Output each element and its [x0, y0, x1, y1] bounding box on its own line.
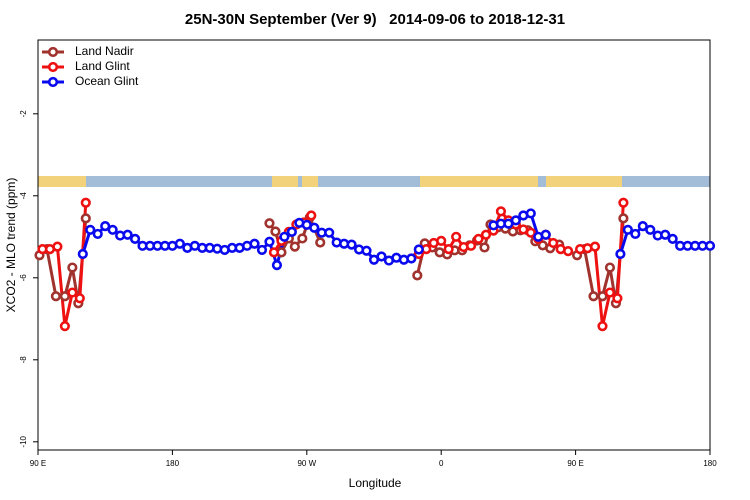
- point: [77, 248, 88, 260]
- point: [540, 229, 551, 240]
- point: [525, 208, 536, 219]
- point: [268, 247, 280, 258]
- x-tick-label: 90 E: [30, 459, 46, 468]
- x-tick-label: 90 W: [297, 459, 316, 468]
- x-tick-label: 0: [439, 459, 444, 468]
- point: [589, 241, 601, 252]
- point: [451, 231, 462, 242]
- point: [129, 233, 141, 244]
- point: [264, 236, 275, 247]
- point: [346, 239, 357, 250]
- point: [510, 215, 521, 226]
- point: [67, 287, 78, 298]
- y-tick-label: -6: [19, 274, 28, 282]
- point: [122, 229, 133, 240]
- x-axis-label: Longitude: [349, 476, 402, 490]
- point: [704, 240, 716, 251]
- point: [588, 291, 599, 302]
- point: [279, 231, 290, 242]
- point: [286, 226, 297, 237]
- point: [618, 197, 629, 208]
- y-tick-label: -2: [19, 110, 28, 118]
- map-strip: [38, 176, 710, 187]
- point: [376, 251, 387, 262]
- y-tick-label: -8: [19, 356, 28, 364]
- legend-marker: [47, 61, 59, 73]
- point: [525, 227, 536, 238]
- point: [271, 259, 283, 271]
- point: [92, 228, 103, 240]
- point: [630, 228, 641, 240]
- legend-marker: [47, 46, 59, 58]
- point: [563, 246, 574, 257]
- point: [249, 238, 260, 249]
- point: [289, 241, 300, 252]
- point: [615, 248, 626, 260]
- point: [270, 226, 281, 237]
- point: [480, 229, 492, 240]
- point: [107, 224, 118, 235]
- point: [612, 293, 623, 304]
- point: [406, 253, 417, 264]
- point: [306, 210, 317, 221]
- point: [256, 244, 268, 256]
- series-line: [42, 202, 625, 327]
- point: [412, 270, 423, 281]
- point: [413, 244, 424, 255]
- point: [637, 221, 648, 232]
- point: [495, 206, 507, 217]
- point: [473, 233, 484, 244]
- point: [80, 197, 91, 208]
- point: [309, 222, 320, 233]
- x-tick-label: 90 E: [567, 459, 583, 468]
- point: [100, 221, 111, 232]
- point: [597, 291, 608, 302]
- point: [645, 224, 656, 235]
- chart-title: 25N-30N September (Ver 9) 2014-09-06 to …: [185, 11, 565, 28]
- point: [618, 213, 629, 224]
- legend-label: Land Glint: [75, 59, 130, 73]
- legend-marker: [47, 76, 59, 88]
- point: [85, 224, 96, 235]
- point: [604, 287, 616, 298]
- point: [67, 262, 78, 273]
- point: [479, 242, 490, 253]
- point: [59, 321, 70, 332]
- point: [74, 293, 85, 304]
- point: [174, 238, 185, 249]
- point: [436, 235, 447, 246]
- point: [465, 240, 477, 251]
- point: [597, 321, 608, 332]
- point: [324, 227, 335, 238]
- point: [297, 233, 308, 244]
- point: [548, 237, 559, 249]
- x-tick-label: 180: [166, 459, 180, 468]
- point: [660, 229, 671, 240]
- point: [264, 218, 275, 229]
- point: [361, 245, 372, 256]
- point: [59, 291, 70, 302]
- point: [80, 213, 91, 224]
- point: [52, 241, 63, 252]
- point: [315, 237, 326, 248]
- point: [443, 244, 454, 255]
- y-axis-label: XCO2 - MLO trend (ppm): [4, 178, 18, 313]
- x-tick-label: 180: [703, 459, 717, 468]
- legend-label: Ocean Glint: [75, 74, 139, 88]
- legend-label: Land Nadir: [75, 44, 134, 58]
- y-tick-label: -10: [19, 435, 28, 447]
- point: [622, 224, 633, 235]
- point: [604, 262, 616, 273]
- point: [50, 291, 62, 302]
- point: [667, 233, 678, 244]
- y-tick-label: -4: [19, 192, 28, 200]
